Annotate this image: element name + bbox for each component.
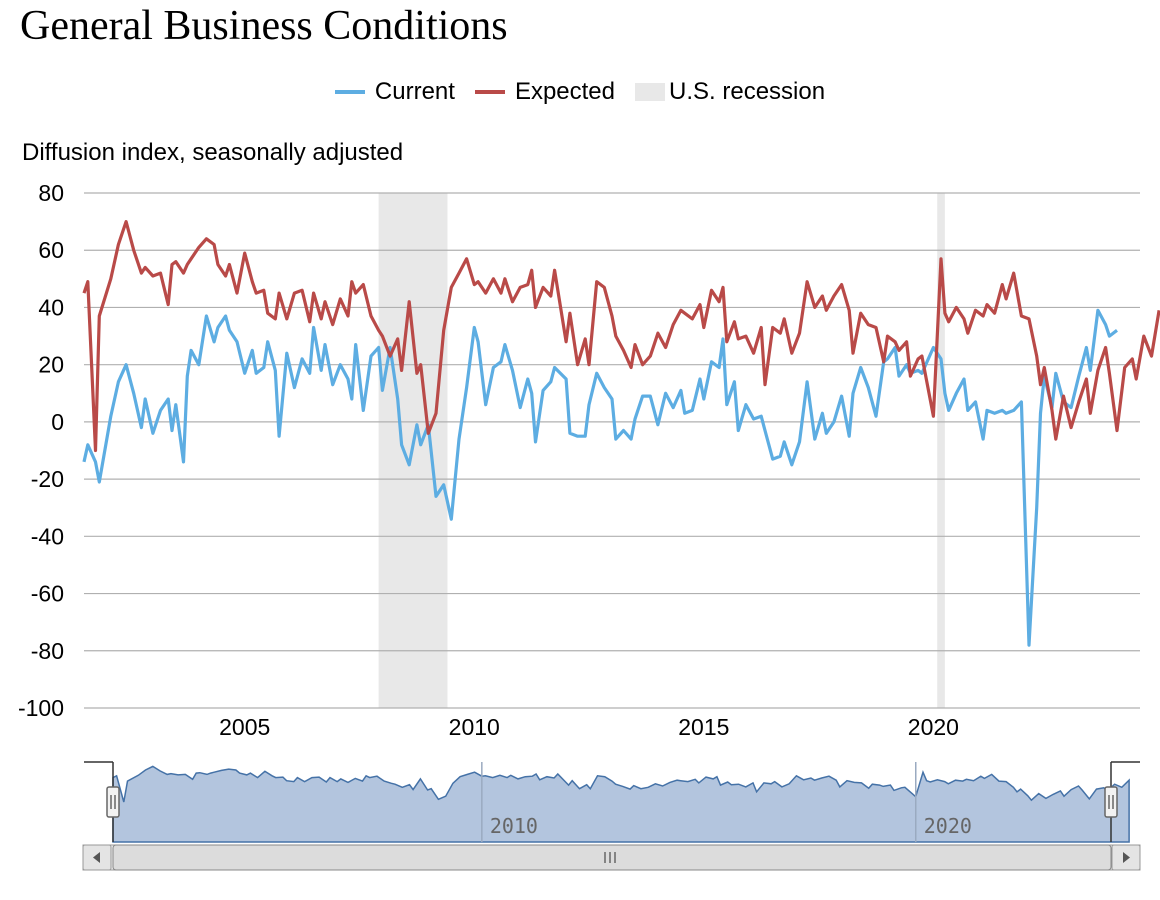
y-tick-label: -20 (31, 466, 64, 492)
chevron-left-icon (93, 852, 100, 863)
legend-label-current: Current (374, 78, 455, 105)
y-tick-label: -100 (18, 695, 64, 721)
legend: Current Expected U.S. recession (0, 78, 1160, 106)
legend-item-expected[interactable]: Expected (474, 78, 616, 106)
y-tick-label: -80 (31, 638, 64, 664)
recession-band-1 (937, 193, 945, 708)
scrollbar-left-button[interactable] (82, 844, 112, 871)
y-tick-label: 60 (38, 237, 64, 263)
legend-label-recession: U.S. recession (669, 78, 826, 105)
navigator-tick-label: 2020 (924, 814, 972, 838)
y-tick-label: 20 (38, 352, 64, 378)
legend-label-expected: Expected (514, 78, 616, 105)
chevron-right-icon (1123, 852, 1130, 863)
x-tick-label: 2005 (219, 714, 270, 740)
scrollbar-thumb-box (112, 844, 1112, 871)
navigator-right-handle[interactable] (1104, 786, 1118, 818)
handle-box (106, 786, 120, 818)
y-tick-label: 40 (38, 294, 64, 320)
navigator-tick-label: 2010 (490, 814, 538, 838)
series-line-expected (82, 220, 1160, 453)
legend-swatch-current (334, 90, 365, 94)
y-tick-label: 80 (38, 180, 64, 206)
handle-box (1104, 786, 1118, 818)
legend-item-current[interactable]: Current (334, 78, 455, 106)
chart-title: General Business Conditions (20, 3, 508, 49)
scrollbar-thumb[interactable] (112, 844, 1112, 871)
series-line-current (82, 308, 1118, 647)
legend-swatch-recession (635, 83, 666, 101)
legend-swatch-expected (474, 90, 505, 94)
navigator-series-area (112, 765, 1130, 843)
y-axis-label: Diffusion index, seasonally adjusted (22, 139, 404, 166)
y-tick-label: -60 (31, 581, 64, 607)
x-tick-label: 2010 (449, 714, 500, 740)
scrollbar (82, 844, 1141, 871)
x-tick-label: 2015 (678, 714, 729, 740)
y-tick-label: 0 (51, 409, 64, 435)
navigator-left-handle[interactable] (106, 786, 120, 818)
scrollbar-right-button[interactable] (1111, 844, 1141, 871)
y-tick-label: -40 (31, 523, 64, 549)
legend-item-recession[interactable]: U.S. recession (635, 78, 825, 106)
x-tick-label: 2020 (908, 714, 959, 740)
